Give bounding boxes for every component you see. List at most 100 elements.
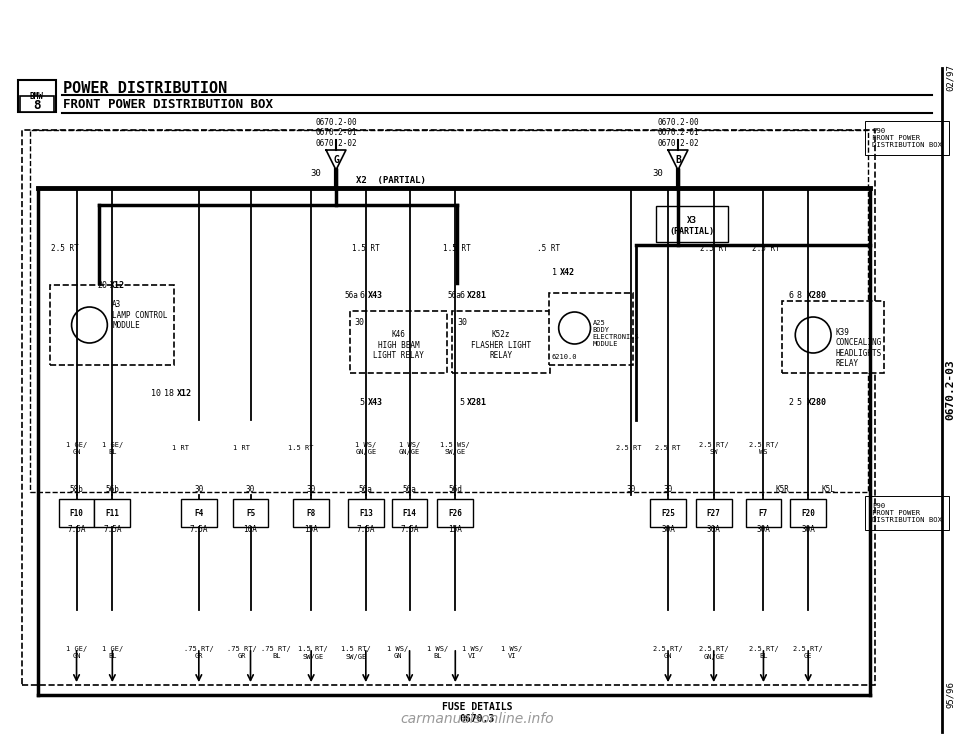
Text: 2.5 RT/
WS: 2.5 RT/ WS	[749, 441, 779, 455]
Bar	[348, 499, 384, 527]
Text: F10: F10	[70, 510, 84, 519]
Text: 1.5 RT/
SW/GE: 1.5 RT/ SW/GE	[341, 647, 371, 659]
Bar	[94, 499, 131, 527]
Text: BMW: BMW	[30, 92, 44, 100]
Text: 2.5 RT/
GN: 2.5 RT/ GN	[653, 647, 683, 659]
Text: F25: F25	[661, 510, 675, 519]
Text: 30: 30	[663, 486, 673, 495]
Text: X3
(PARTIAL): X3 (PARTIAL)	[669, 217, 714, 236]
Text: .5 RT: .5 RT	[538, 243, 561, 252]
Text: 1 RT: 1 RT	[173, 445, 189, 451]
Text: X281: X281	[468, 397, 488, 406]
Text: 20: 20	[97, 280, 108, 289]
Text: 58b: 58b	[70, 486, 84, 495]
Bar	[180, 499, 217, 527]
Text: 1 GE/
GN: 1 GE/ GN	[66, 647, 87, 659]
Text: 7.5A: 7.5A	[67, 525, 85, 534]
Text: 56a: 56a	[447, 290, 461, 300]
Text: 8: 8	[796, 290, 802, 300]
Text: 02/97: 02/97	[946, 65, 955, 92]
Text: 30A: 30A	[802, 525, 815, 534]
Text: X280: X280	[807, 290, 828, 300]
Bar	[50, 285, 174, 365]
Text: 2.5 RT: 2.5 RT	[700, 243, 728, 252]
Circle shape	[795, 317, 831, 353]
Text: K5R: K5R	[776, 486, 789, 495]
Text: POWER DISTRIBUTION: POWER DISTRIBUTION	[62, 80, 227, 95]
FancyBboxPatch shape	[656, 206, 728, 242]
Bar	[696, 499, 732, 527]
Bar	[650, 499, 686, 527]
Text: F4: F4	[194, 510, 204, 519]
Text: F26: F26	[448, 510, 462, 519]
Text: 1.5 RT: 1.5 RT	[288, 445, 314, 451]
Text: 15A: 15A	[448, 525, 462, 534]
Text: 1 WS/
VI: 1 WS/ VI	[462, 647, 483, 659]
Text: 18: 18	[164, 388, 174, 397]
Text: F8: F8	[306, 510, 316, 519]
Bar	[18, 80, 56, 112]
Text: X42: X42	[560, 268, 575, 277]
Text: .75 RT/
GR: .75 RT/ GR	[227, 647, 256, 659]
Text: 0670.2-00
0670.2-01
0670.2-02: 0670.2-00 0670.2-01 0670.2-02	[658, 118, 699, 148]
Text: X280: X280	[807, 397, 828, 406]
Bar	[438, 499, 473, 527]
Text: 2: 2	[788, 397, 793, 406]
Text: 1 WS/
GN/GE: 1 WS/ GN/GE	[355, 441, 376, 455]
Text: 7.5A: 7.5A	[356, 525, 375, 534]
Bar	[232, 499, 269, 527]
Text: 2.5 RT/
BL: 2.5 RT/ BL	[749, 647, 779, 659]
Text: 1.5 RT/
SW/GE: 1.5 RT/ SW/GE	[299, 647, 328, 659]
Text: 6210.0: 6210.0	[552, 354, 577, 360]
Text: 95/96: 95/96	[946, 682, 955, 708]
Text: A25
BODY
ELECTRONICS
MODULE: A25 BODY ELECTRONICS MODULE	[592, 319, 639, 347]
Bar	[746, 499, 781, 527]
Text: F11: F11	[106, 510, 119, 519]
Text: F7: F7	[758, 510, 768, 519]
Text: 6: 6	[360, 290, 365, 300]
Bar	[59, 499, 94, 527]
Text: 1.5 WS/
SW/GE: 1.5 WS/ SW/GE	[441, 441, 470, 455]
Text: 8: 8	[33, 98, 40, 112]
Text: X43: X43	[368, 397, 383, 406]
Text: 2.5 RT/
GN/GE: 2.5 RT/ GN/GE	[699, 647, 729, 659]
Text: F27: F27	[707, 510, 721, 519]
Text: 6: 6	[459, 290, 465, 300]
Text: F20: F20	[802, 510, 815, 519]
Text: X43: X43	[368, 290, 383, 300]
Text: 56b: 56b	[106, 486, 119, 495]
Text: 1 WS/
BL: 1 WS/ BL	[427, 647, 448, 659]
Text: F13: F13	[359, 510, 372, 519]
Text: 1 GE/
GN: 1 GE/ GN	[66, 441, 87, 455]
Text: F14: F14	[402, 510, 417, 519]
Text: 0670.2-03: 0670.2-03	[946, 359, 955, 420]
Text: K39
CONCEALING
HEADLIGHTS
RELAY: K39 CONCEALING HEADLIGHTS RELAY	[835, 328, 881, 368]
Text: X281: X281	[468, 290, 488, 300]
Text: P90
FRONT POWER
DISTRIBUTION BOX: P90 FRONT POWER DISTRIBUTION BOX	[872, 503, 942, 523]
Text: 6: 6	[788, 290, 793, 300]
Bar	[349, 311, 447, 373]
Text: 1 WS/
VI: 1 WS/ VI	[501, 647, 522, 659]
Text: F5: F5	[246, 510, 255, 519]
Text: 56d: 56d	[448, 486, 462, 495]
Bar	[293, 499, 329, 527]
Text: 56a: 56a	[359, 486, 372, 495]
Text: carmanualsonline.info: carmanualsonline.info	[400, 712, 554, 726]
Text: K52z
FLASHER LIGHT
RELAY: K52z FLASHER LIGHT RELAY	[471, 330, 531, 360]
Text: G: G	[333, 155, 339, 165]
Text: 30A: 30A	[756, 525, 770, 534]
Circle shape	[72, 307, 108, 343]
Text: 30: 30	[653, 168, 663, 178]
Text: .75 RT/
GR: .75 RT/ GR	[184, 647, 214, 659]
Text: 2.5 RT/
SW: 2.5 RT/ SW	[699, 441, 729, 455]
Text: 1 WS/
GN/GE: 1 WS/ GN/GE	[399, 441, 420, 455]
Text: K46
HIGH BEAM
LIGHT RELAY: K46 HIGH BEAM LIGHT RELAY	[373, 330, 424, 360]
Text: 1.5 RT: 1.5 RT	[352, 243, 380, 252]
Text: 56a: 56a	[345, 290, 359, 300]
Text: 30: 30	[306, 486, 316, 495]
Text: B: B	[675, 155, 681, 165]
Text: 30: 30	[246, 486, 255, 495]
Bar	[782, 301, 884, 373]
Text: 30A: 30A	[661, 525, 675, 534]
Text: 2.5 RT: 2.5 RT	[752, 243, 780, 252]
